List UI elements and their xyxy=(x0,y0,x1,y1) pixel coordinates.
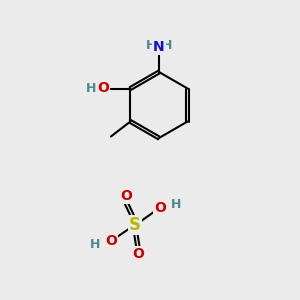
Text: H: H xyxy=(90,238,100,251)
Text: S: S xyxy=(129,216,141,234)
Text: O: O xyxy=(132,247,144,261)
Text: H: H xyxy=(171,197,181,211)
Text: O: O xyxy=(105,234,117,248)
Text: O: O xyxy=(120,189,132,203)
Text: O: O xyxy=(154,201,166,215)
Text: N: N xyxy=(153,40,165,53)
Text: H: H xyxy=(162,39,172,52)
Text: H: H xyxy=(146,39,156,52)
Text: H: H xyxy=(85,82,96,95)
Text: O: O xyxy=(98,82,110,95)
